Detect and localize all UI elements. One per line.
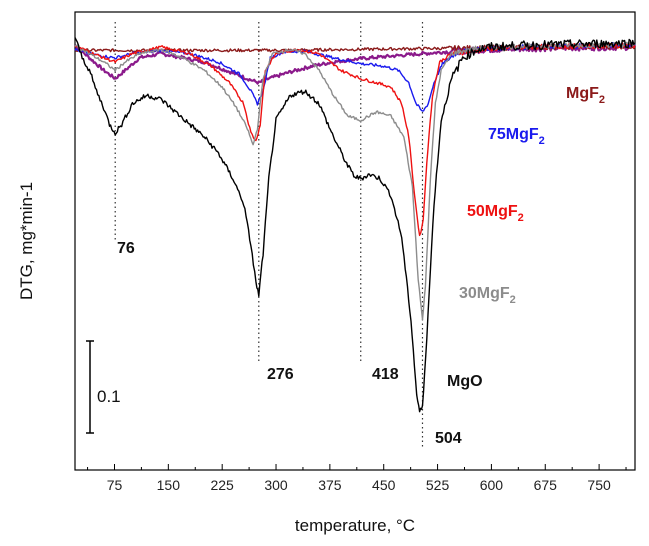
x-tick-label: 75 — [107, 477, 123, 493]
series-label-30mgf2: 30MgF2 — [459, 285, 516, 306]
x-tick-label: 600 — [480, 477, 504, 493]
peak-label-418: 418 — [372, 366, 399, 383]
x-axis-title: temperature, °C — [295, 516, 415, 535]
x-tick-label: 525 — [426, 477, 450, 493]
series-line-30mgf2 — [74, 41, 636, 321]
x-tick-label: 300 — [264, 477, 288, 493]
scale-bar: 0.1 — [86, 340, 121, 434]
series-label-mgo: MgO — [447, 373, 483, 390]
x-tick-label: 225 — [210, 477, 234, 493]
series-line-50mgf2 — [74, 42, 636, 237]
series-label-mgf2: MgF2 — [566, 85, 605, 106]
series-label-50mgf2: 50MgF2 — [467, 203, 524, 224]
x-tick-label: 675 — [534, 477, 558, 493]
peak-marker-lines — [114, 22, 424, 448]
x-tick-label: 450 — [372, 477, 396, 493]
scale-bar-label: 0.1 — [97, 387, 121, 406]
plot-frame — [74, 11, 636, 471]
y-axis-title: DTG, mg*min-1 — [17, 182, 36, 300]
x-tick-label: 375 — [318, 477, 342, 493]
x-tick-label: 150 — [157, 477, 181, 493]
peak-label-76: 76 — [117, 240, 135, 257]
peak-label-504: 504 — [435, 430, 462, 447]
x-axis-ticks: 75 150 225 300 375 450 525 600 675 750 — [87, 464, 627, 493]
series-label-75mgf2: 75MgF2 — [488, 126, 545, 147]
x-tick-label: 750 — [587, 477, 611, 493]
series-layer — [74, 37, 637, 413]
series-line-mgo — [74, 37, 636, 413]
peak-label-276: 276 — [267, 366, 294, 383]
